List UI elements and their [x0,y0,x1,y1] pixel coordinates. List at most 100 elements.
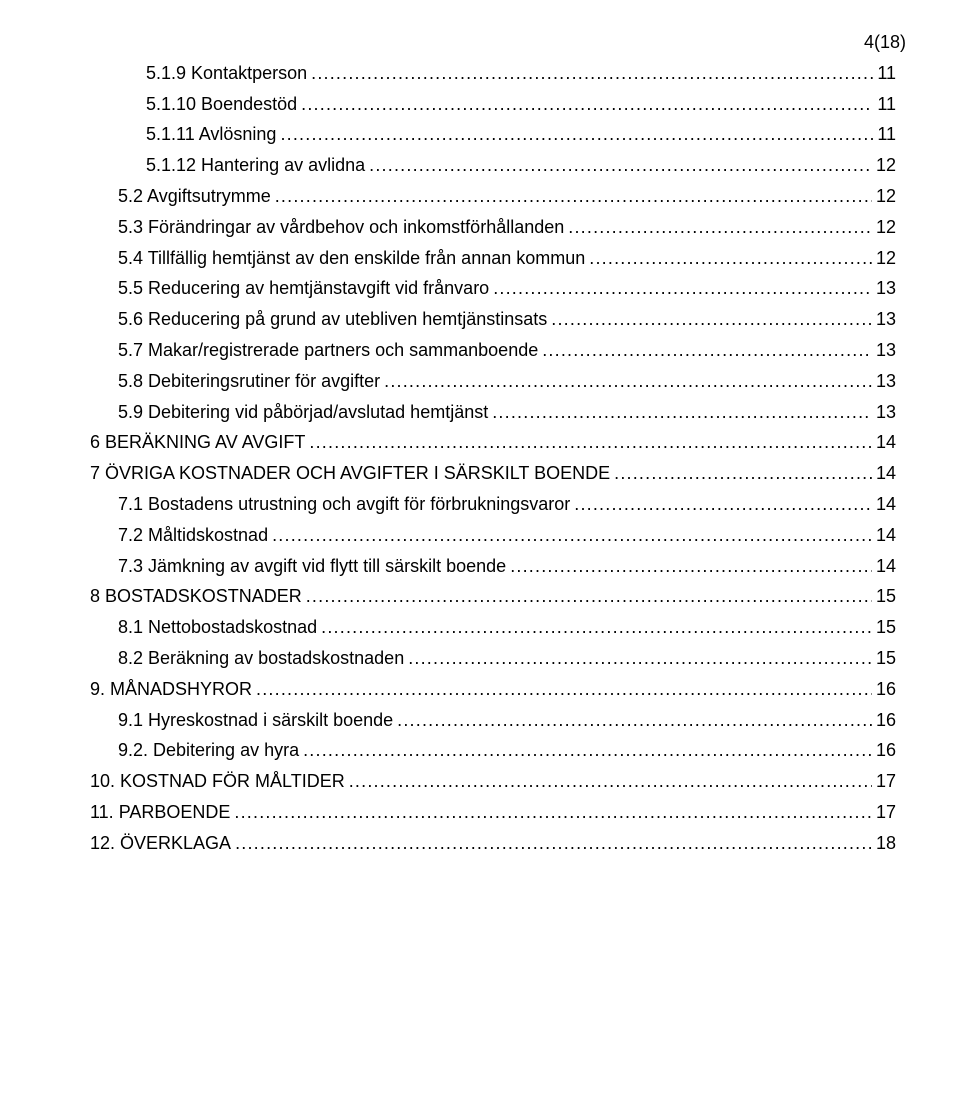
toc-row: 10. KOSTNAD FÖR MÅLTIDER17 [90,769,896,793]
toc-row: 5.3 Förändringar av vårdbehov och inkoms… [90,215,896,239]
toc-page-number: 15 [876,615,896,639]
toc-label: 5.2 Avgiftsutrymme [118,184,271,208]
toc-label: 5.1.10 Boendestöd [146,92,297,116]
toc-page-number: 13 [876,338,896,362]
toc-row: 5.1.10 Boendestöd 11 [90,92,896,116]
toc-label: 5.4 Tillfällig hemtjänst av den enskilde… [118,246,585,270]
toc-page-number: 15 [876,584,896,608]
toc-label: 9.2. Debitering av hyra [118,738,299,762]
toc-leader-dots [311,61,873,85]
toc-row: 8 BOSTADSKOSTNADER 15 [90,584,896,608]
toc-leader-dots [614,461,872,485]
toc-leader-dots [492,400,872,424]
toc-leader-dots [574,492,872,516]
toc-label: 5.1.12 Hantering av avlidna [146,153,365,177]
toc-row: 12. ÖVERKLAGA 18 [90,831,896,855]
toc-page-number: 11 [877,61,896,85]
toc-row: 7.2 Måltidskostnad 14 [90,523,896,547]
toc-page-number: 13 [876,307,896,331]
toc-page-number: 13 [876,276,896,300]
page-number: 4(18) [90,30,906,54]
toc-row: 5.8 Debiteringsrutiner för avgifter 13 [90,369,896,393]
toc-leader-dots [275,184,872,208]
toc-label: 5.9 Debitering vid påbörjad/avslutad hem… [118,400,488,424]
toc-leader-dots [349,769,872,793]
toc-label: 7 ÖVRIGA KOSTNADER OCH AVGIFTER I SÄRSKI… [90,461,610,485]
toc-row: 5.7 Makar/registrerade partners och samm… [90,338,896,362]
toc-row: 5.4 Tillfällig hemtjänst av den enskilde… [90,246,896,270]
toc-label: 7.2 Måltidskostnad [118,523,268,547]
toc-row: 8.1 Nettobostadskostnad 15 [90,615,896,639]
toc-row: 7.3 Jämkning av avgift vid flytt till sä… [90,554,896,578]
toc-leader-dots [301,92,873,116]
toc-label: 8.2 Beräkning av bostadskostnaden [118,646,404,670]
toc-leader-dots [542,338,872,362]
toc-leader-dots [408,646,872,670]
toc-page-number: 16 [876,677,896,701]
toc-label: 9.1 Hyreskostnad i särskilt boende [118,708,393,732]
toc-row: 5.9 Debitering vid påbörjad/avslutad hem… [90,400,896,424]
toc-page-number: 15 [876,646,896,670]
toc-row: 5.2 Avgiftsutrymme 12 [90,184,896,208]
toc-leader-dots [306,584,872,608]
toc-row: 5.1.12 Hantering av avlidna 12 [90,153,896,177]
toc-label: 12. ÖVERKLAGA [90,831,231,855]
toc-page-number: 14 [876,554,896,578]
toc-label: 6 BERÄKNING AV AVGIFT [90,430,305,454]
toc-row: 9. MÅNADSHYROR 16 [90,677,896,701]
toc-page-number: 14 [876,523,896,547]
toc-page-number: 17 [876,800,896,824]
table-of-contents: 5.1.9 Kontaktperson 11 5.1.10 Boendestöd 11… [90,61,896,855]
toc-leader-dots [321,615,872,639]
toc-page-number: 13 [876,400,896,424]
toc-page-number: 16 [876,708,896,732]
toc-leader-dots [272,523,872,547]
toc-row: 9.1 Hyreskostnad i särskilt boende 16 [90,708,896,732]
toc-leader-dots [568,215,872,239]
toc-leader-dots [256,677,872,701]
toc-row: 5.1.9 Kontaktperson 11 [90,61,896,85]
toc-label: 5.5 Reducering av hemtjänstavgift vid fr… [118,276,489,300]
toc-leader-dots [493,276,872,300]
toc-leader-dots [235,831,872,855]
toc-label: 5.3 Förändringar av vårdbehov och inkoms… [118,215,564,239]
toc-label: 11. PARBOENDE [90,800,230,824]
toc-row: 7 ÖVRIGA KOSTNADER OCH AVGIFTER I SÄRSKI… [90,461,896,485]
toc-leader-dots [510,554,872,578]
toc-row: 9.2. Debitering av hyra 16 [90,738,896,762]
toc-row: 5.5 Reducering av hemtjänstavgift vid fr… [90,276,896,300]
toc-page-number: 11 [877,92,896,116]
toc-leader-dots [589,246,872,270]
toc-page-number: 11 [877,122,896,146]
toc-label: 8.1 Nettobostadskostnad [118,615,317,639]
toc-page-number: 12 [876,215,896,239]
toc-page-number: 12 [876,153,896,177]
toc-leader-dots [551,307,872,331]
toc-leader-dots [309,430,872,454]
toc-leader-dots [303,738,872,762]
toc-row: 6 BERÄKNING AV AVGIFT 14 [90,430,896,454]
toc-row: 5.6 Reducering på grund av utebliven hem… [90,307,896,331]
toc-page-number: 17 [876,769,896,793]
toc-label: 7.1 Bostadens utrustning och avgift för … [118,492,570,516]
toc-leader-dots [369,153,872,177]
toc-page-number: 18 [876,831,896,855]
toc-label: 8 BOSTADSKOSTNADER [90,584,302,608]
toc-page-number: 12 [876,246,896,270]
toc-label: 5.1.11 Avlösning [146,122,276,146]
toc-page-number: 13 [876,369,896,393]
toc-page-number: 14 [876,492,896,516]
toc-label: 7.3 Jämkning av avgift vid flytt till sä… [118,554,506,578]
toc-label: 5.1.9 Kontaktperson [146,61,307,85]
toc-row: 7.1 Bostadens utrustning och avgift för … [90,492,896,516]
toc-label: 5.6 Reducering på grund av utebliven hem… [118,307,547,331]
toc-page-number: 12 [876,184,896,208]
toc-page-number: 14 [876,461,896,485]
toc-page-number: 14 [876,430,896,454]
toc-page-number: 16 [876,738,896,762]
toc-leader-dots [384,369,872,393]
toc-label: 9. MÅNADSHYROR [90,677,252,701]
toc-label: 5.8 Debiteringsrutiner för avgifter [118,369,380,393]
toc-row: 8.2 Beräkning av bostadskostnaden 15 [90,646,896,670]
toc-row: 11. PARBOENDE 17 [90,800,896,824]
